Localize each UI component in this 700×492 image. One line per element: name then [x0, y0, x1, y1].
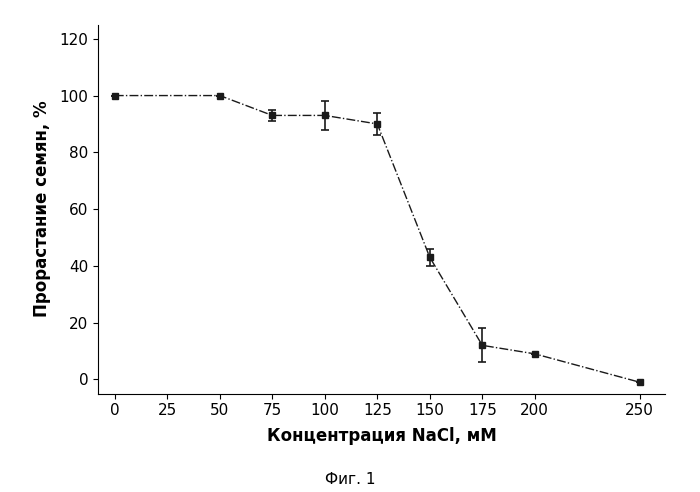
Y-axis label: Прорастание семян, %: Прорастание семян, %: [33, 101, 51, 317]
Text: Фиг. 1: Фиг. 1: [325, 472, 375, 487]
X-axis label: Концентрация NaCl, мМ: Концентрация NaCl, мМ: [267, 427, 496, 445]
